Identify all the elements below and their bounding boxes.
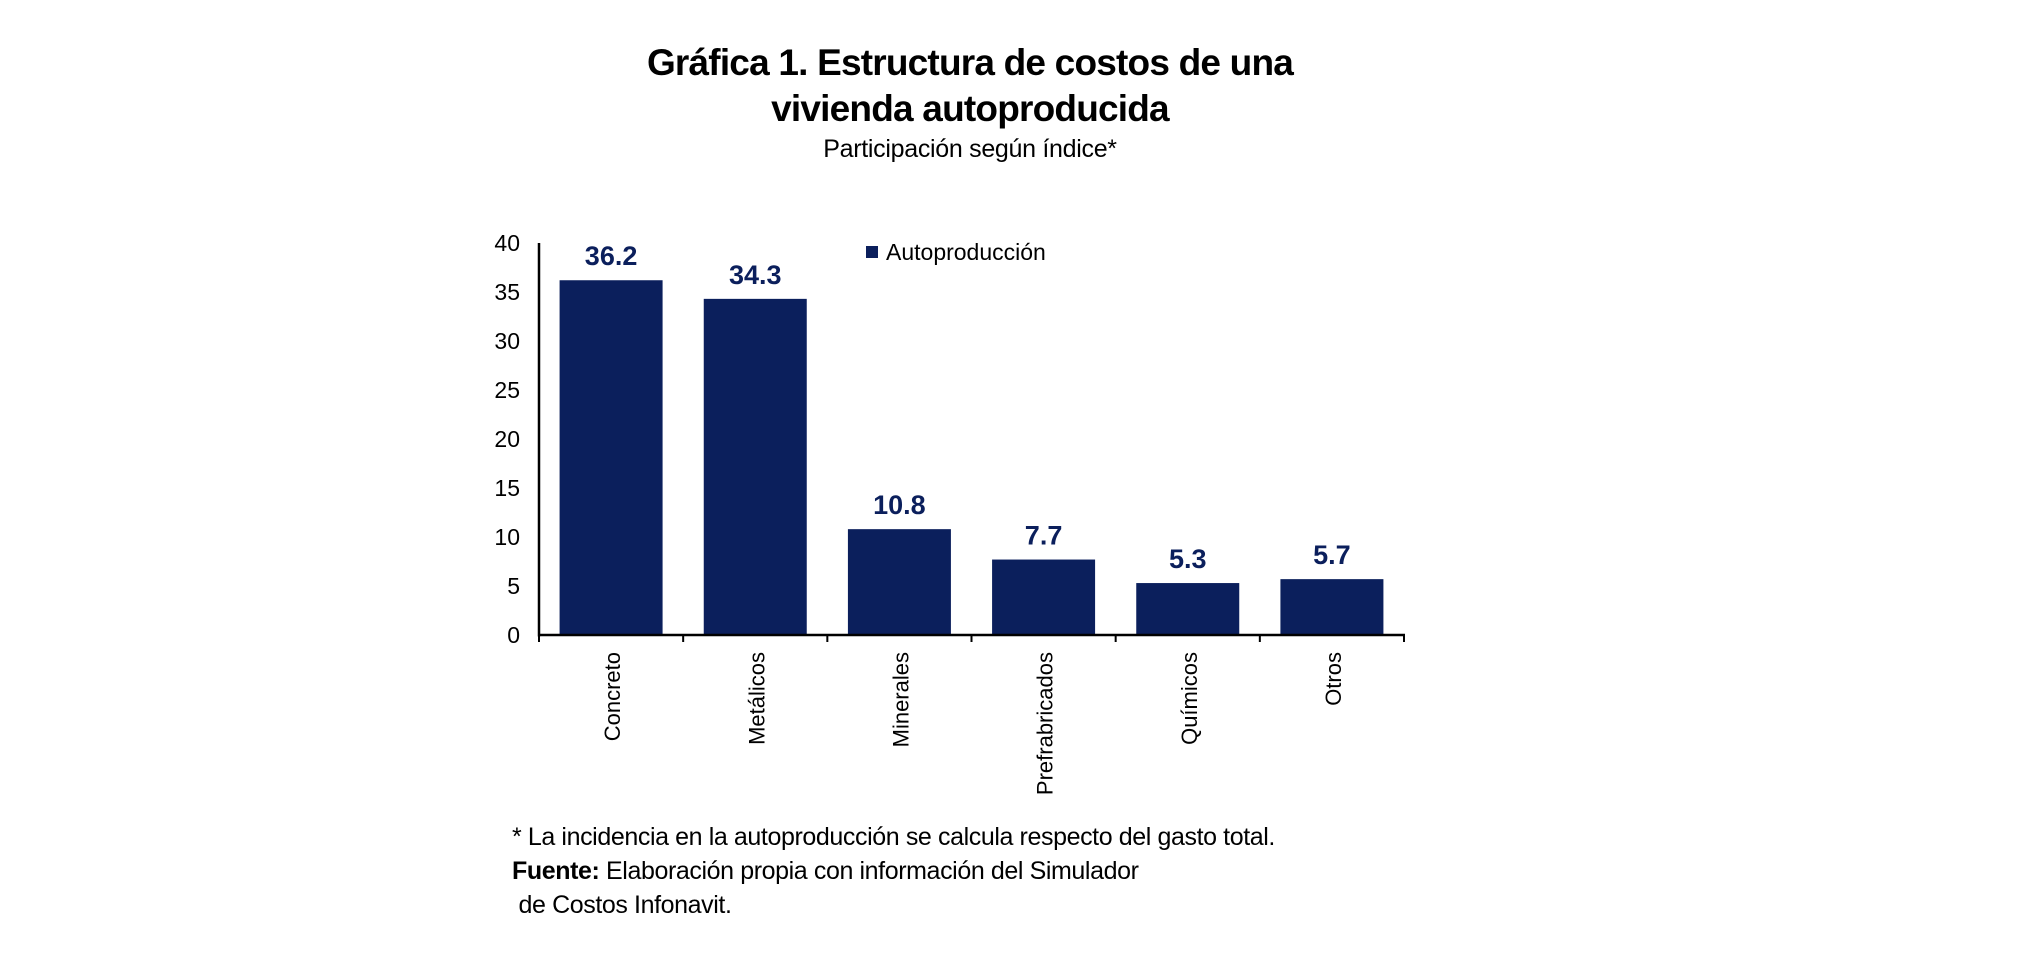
bar-metálicos (703, 298, 807, 635)
chart-title-line-1: Gráfica 1. Estructura de costos de una (646, 42, 1294, 83)
y-axis: 0 5 10 15 20 25 30 35 40 (494, 230, 541, 648)
value-label: 36.2 (585, 241, 638, 271)
source-line-1: Fuente: Elaboración propia con informaci… (512, 857, 1139, 886)
y-tick-label: 0 (507, 622, 520, 648)
value-label: 5.3 (1169, 544, 1207, 574)
y-tick-label: 35 (494, 279, 520, 305)
source-text-1: Elaboración propia con información del S… (599, 857, 1139, 885)
x-tick-label: Concreto (600, 652, 625, 741)
x-tick-label: Minerales (888, 652, 913, 747)
value-label: 7.7 (1025, 521, 1063, 551)
x-tick-label: Otros (1321, 652, 1346, 706)
x-tick-label: Químicos (1177, 652, 1202, 745)
value-label: 5.7 (1313, 540, 1351, 570)
y-tick-label: 40 (494, 230, 520, 256)
x-axis: Concreto Metálicos Minerales Prefrabricados… (538, 633, 1405, 795)
source-line-2: de Costos Infonavit. (512, 891, 732, 919)
y-tick-label: 30 (494, 328, 520, 354)
legend-label: Autoproducción (886, 239, 1046, 265)
y-tick-label: 15 (494, 475, 520, 501)
y-tick-label: 5 (507, 573, 520, 599)
value-labels-group: 36.2 34.3 10.8 7.7 5.3 5.7 (585, 241, 1351, 574)
bar-concreto (559, 280, 663, 635)
bar-químicos (1136, 583, 1240, 635)
bar-prefrabricados (992, 559, 1096, 635)
y-tick-label: 20 (494, 426, 520, 452)
value-label: 34.3 (729, 260, 782, 290)
bar-minerales (847, 529, 951, 635)
footnote: * La incidencia en la autoproducción se … (512, 823, 1275, 851)
legend: Autoproducción (866, 239, 1046, 265)
x-tick-label: Metálicos (744, 652, 769, 745)
legend-swatch (866, 246, 878, 258)
bar-otros (1280, 579, 1384, 635)
value-label: 10.8 (873, 490, 926, 520)
y-tick-label: 10 (494, 524, 520, 550)
y-tick-label: 25 (494, 377, 520, 403)
chart-subtitle: Participación según índice* (823, 135, 1117, 163)
x-tick-label: Prefrabricados (1033, 652, 1058, 795)
chart-title-line-2: vivienda autoproducida (771, 88, 1170, 129)
source-label: Fuente: (512, 857, 600, 885)
bars-group (559, 280, 1384, 635)
